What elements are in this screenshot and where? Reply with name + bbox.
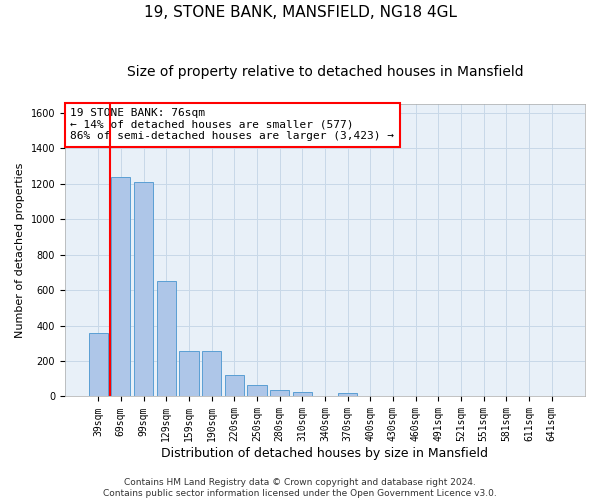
Title: Size of property relative to detached houses in Mansfield: Size of property relative to detached ho… (127, 65, 523, 79)
Bar (111, 176, 130, 396)
Text: 19, STONE BANK, MANSFIELD, NG18 4GL: 19, STONE BANK, MANSFIELD, NG18 4GL (143, 5, 457, 20)
Bar (134, 182, 153, 396)
Bar (247, 385, 266, 396)
Bar (270, 390, 289, 396)
X-axis label: Distribution of detached houses by size in Mansfield: Distribution of detached houses by size … (161, 447, 488, 460)
Bar (157, 281, 176, 396)
Bar (202, 351, 221, 397)
Bar (224, 375, 244, 396)
Text: Contains HM Land Registry data © Crown copyright and database right 2024.
Contai: Contains HM Land Registry data © Crown c… (103, 478, 497, 498)
Bar (179, 351, 199, 397)
Bar (89, 334, 108, 396)
Text: 19 STONE BANK: 76sqm
← 14% of detached houses are smaller (577)
86% of semi-deta: 19 STONE BANK: 76sqm ← 14% of detached h… (70, 108, 394, 142)
Y-axis label: Number of detached properties: Number of detached properties (15, 162, 25, 338)
Bar (338, 392, 357, 396)
Bar (293, 392, 312, 396)
